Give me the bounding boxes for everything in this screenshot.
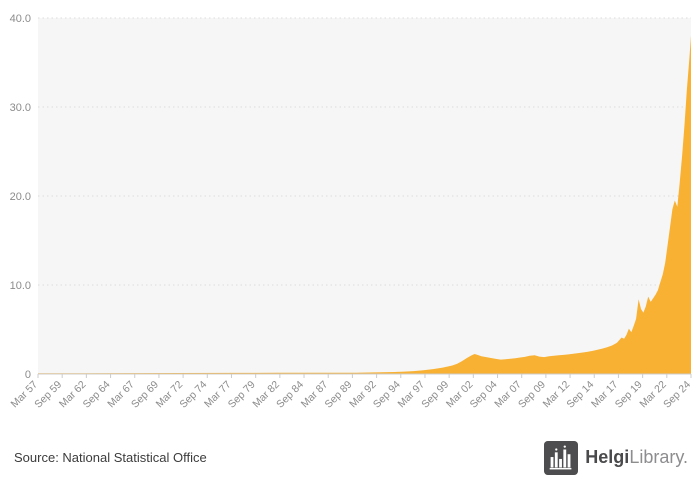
y-tick-label: 40.0 (10, 13, 31, 25)
logo-text-helgi: Helgi (585, 447, 630, 467)
logo-text: HelgiLibrary. (585, 447, 688, 468)
x-tick-label: Sep 24 (661, 379, 693, 411)
helgilibrary-logo[interactable]: HelgiLibrary. (544, 440, 688, 475)
area-series (38, 35, 691, 375)
y-tick-label: 10.0 (10, 280, 31, 292)
source-text: Source: National Statistical Office (14, 450, 207, 465)
y-tick-label: 0 (25, 369, 31, 381)
helgi-logo-icon (544, 440, 579, 475)
logo-text-library: Library. (629, 447, 688, 467)
area-chart: 0 10.0 20.0 30.0 40.0 Mar 57 Sep 59 Mar 62 Sep 6… (9, 13, 694, 411)
y-tick-label: 30.0 (10, 102, 31, 114)
chart-footer: Source: National Statistical Office Helg… (0, 432, 700, 483)
plot-area (38, 18, 691, 374)
y-tick-label: 20.0 (10, 191, 31, 203)
